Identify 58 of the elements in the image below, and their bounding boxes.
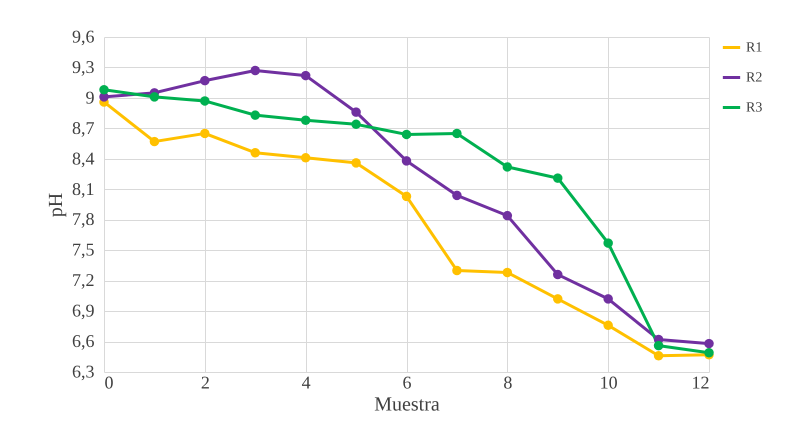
point xyxy=(351,120,361,130)
point xyxy=(300,116,310,125)
y-tick-label: 9 xyxy=(86,87,94,108)
point xyxy=(553,173,562,183)
point xyxy=(300,153,310,163)
point xyxy=(452,128,462,138)
point xyxy=(553,270,562,280)
y-tick-label: 9,6 xyxy=(72,26,94,46)
y-tick-label: 7,2 xyxy=(72,270,94,290)
y-tick-label: 6,6 xyxy=(72,331,94,352)
point xyxy=(250,148,260,158)
point xyxy=(402,156,412,166)
point xyxy=(452,266,462,276)
point xyxy=(150,92,160,102)
x-tick-label: 12 xyxy=(692,372,710,392)
point xyxy=(351,158,361,168)
point xyxy=(704,348,714,358)
point xyxy=(603,320,613,330)
point xyxy=(402,130,412,140)
x-tick-label: 6 xyxy=(402,372,412,392)
y-tick-label: 6,9 xyxy=(72,300,94,321)
legend-label: R2 xyxy=(746,70,762,86)
point xyxy=(603,238,613,248)
legend-label: R1 xyxy=(746,40,762,56)
point xyxy=(704,338,714,348)
point xyxy=(200,96,210,106)
point xyxy=(502,162,512,172)
point xyxy=(452,190,462,200)
x-tick-label: 10 xyxy=(600,372,618,392)
point xyxy=(200,128,210,138)
y-tick-label: 8,7 xyxy=(72,118,94,138)
point xyxy=(654,351,664,360)
y-tick-label: 7,5 xyxy=(72,240,94,260)
point xyxy=(402,192,412,202)
y-tick-label: 6,3 xyxy=(72,362,94,382)
point xyxy=(300,70,310,80)
point xyxy=(603,294,613,304)
y-tick-label: 8,1 xyxy=(72,178,94,199)
x-tick-label: 8 xyxy=(503,372,512,392)
point xyxy=(553,294,562,304)
point xyxy=(99,85,109,95)
point xyxy=(502,268,512,278)
y-tick-label: 7,8 xyxy=(72,209,94,230)
x-tick-label: 2 xyxy=(200,372,210,392)
y-tick-label: 9,3 xyxy=(72,56,94,77)
point xyxy=(502,210,512,220)
y-axis-title: pH xyxy=(45,192,67,218)
legend-label: R3 xyxy=(746,100,762,116)
y-tick-label: 8,4 xyxy=(72,148,94,168)
point xyxy=(250,110,260,120)
point xyxy=(150,136,160,146)
x-tick-label: 0 xyxy=(104,372,114,392)
point xyxy=(351,107,361,117)
x-tick-label: 4 xyxy=(302,372,311,392)
point xyxy=(654,340,664,350)
point xyxy=(250,66,260,76)
point xyxy=(200,76,210,86)
x-axis-title: Muestra xyxy=(374,394,440,416)
